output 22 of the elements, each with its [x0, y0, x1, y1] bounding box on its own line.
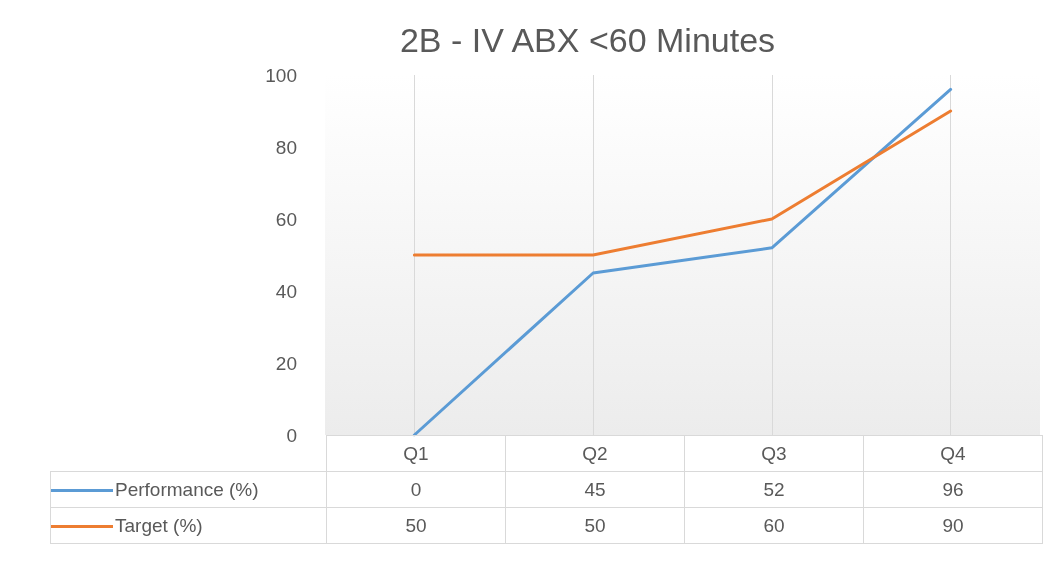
y-tick-label: 0 — [286, 424, 297, 446]
data-label: 45 — [505, 471, 685, 508]
x-tick-label: Q4 — [863, 435, 1043, 472]
y-tick-label: 80 — [275, 136, 297, 158]
data-label: 96 — [863, 471, 1043, 508]
y-tick-label: 20 — [275, 352, 297, 374]
data-label: 50 — [326, 507, 506, 544]
line-series — [412, 87, 953, 437]
x-tick-label: Q3 — [684, 435, 864, 472]
y-tick-label: 60 — [275, 208, 297, 230]
data-label: 0 — [326, 471, 506, 508]
data-label: 90 — [863, 507, 1043, 544]
chart-title: 2B - IV ABX <60 Minutes — [399, 21, 776, 59]
y-tick-label: 100 — [265, 64, 297, 86]
data-label: 52 — [684, 471, 864, 508]
x-tick-label: Q1 — [326, 435, 506, 472]
legend-label: Target (%) — [50, 507, 327, 544]
legend-label: Performance (%) — [50, 471, 327, 508]
data-label: 50 — [505, 507, 685, 544]
data-label: 60 — [684, 507, 864, 544]
x-tick-label: Q2 — [505, 435, 685, 472]
y-tick-label: 40 — [275, 280, 297, 302]
